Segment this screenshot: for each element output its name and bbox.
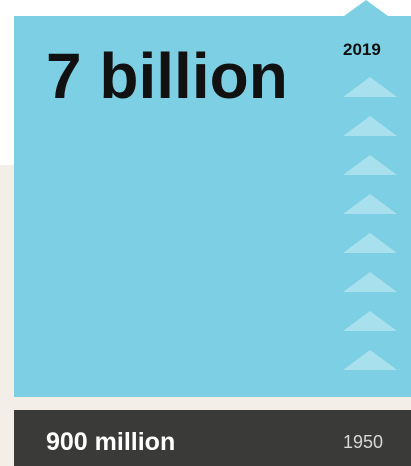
chevron bbox=[343, 194, 397, 214]
chevron bbox=[343, 272, 397, 292]
chevron bbox=[343, 233, 397, 253]
chevron bbox=[343, 77, 397, 97]
past-value: 900 million bbox=[46, 428, 175, 456]
chevron bbox=[343, 155, 397, 175]
current-value: 7 billion bbox=[46, 40, 288, 112]
past-year: 1950 bbox=[343, 432, 383, 452]
top-strip bbox=[0, 0, 411, 16]
chevron bbox=[343, 350, 397, 370]
current-panel bbox=[14, 16, 411, 397]
chevron bbox=[343, 311, 397, 331]
past-panel bbox=[14, 410, 411, 466]
current-year: 2019 bbox=[343, 40, 381, 59]
panel-notch bbox=[344, 0, 388, 16]
chevron-stack bbox=[343, 77, 397, 370]
chevron bbox=[343, 116, 397, 136]
